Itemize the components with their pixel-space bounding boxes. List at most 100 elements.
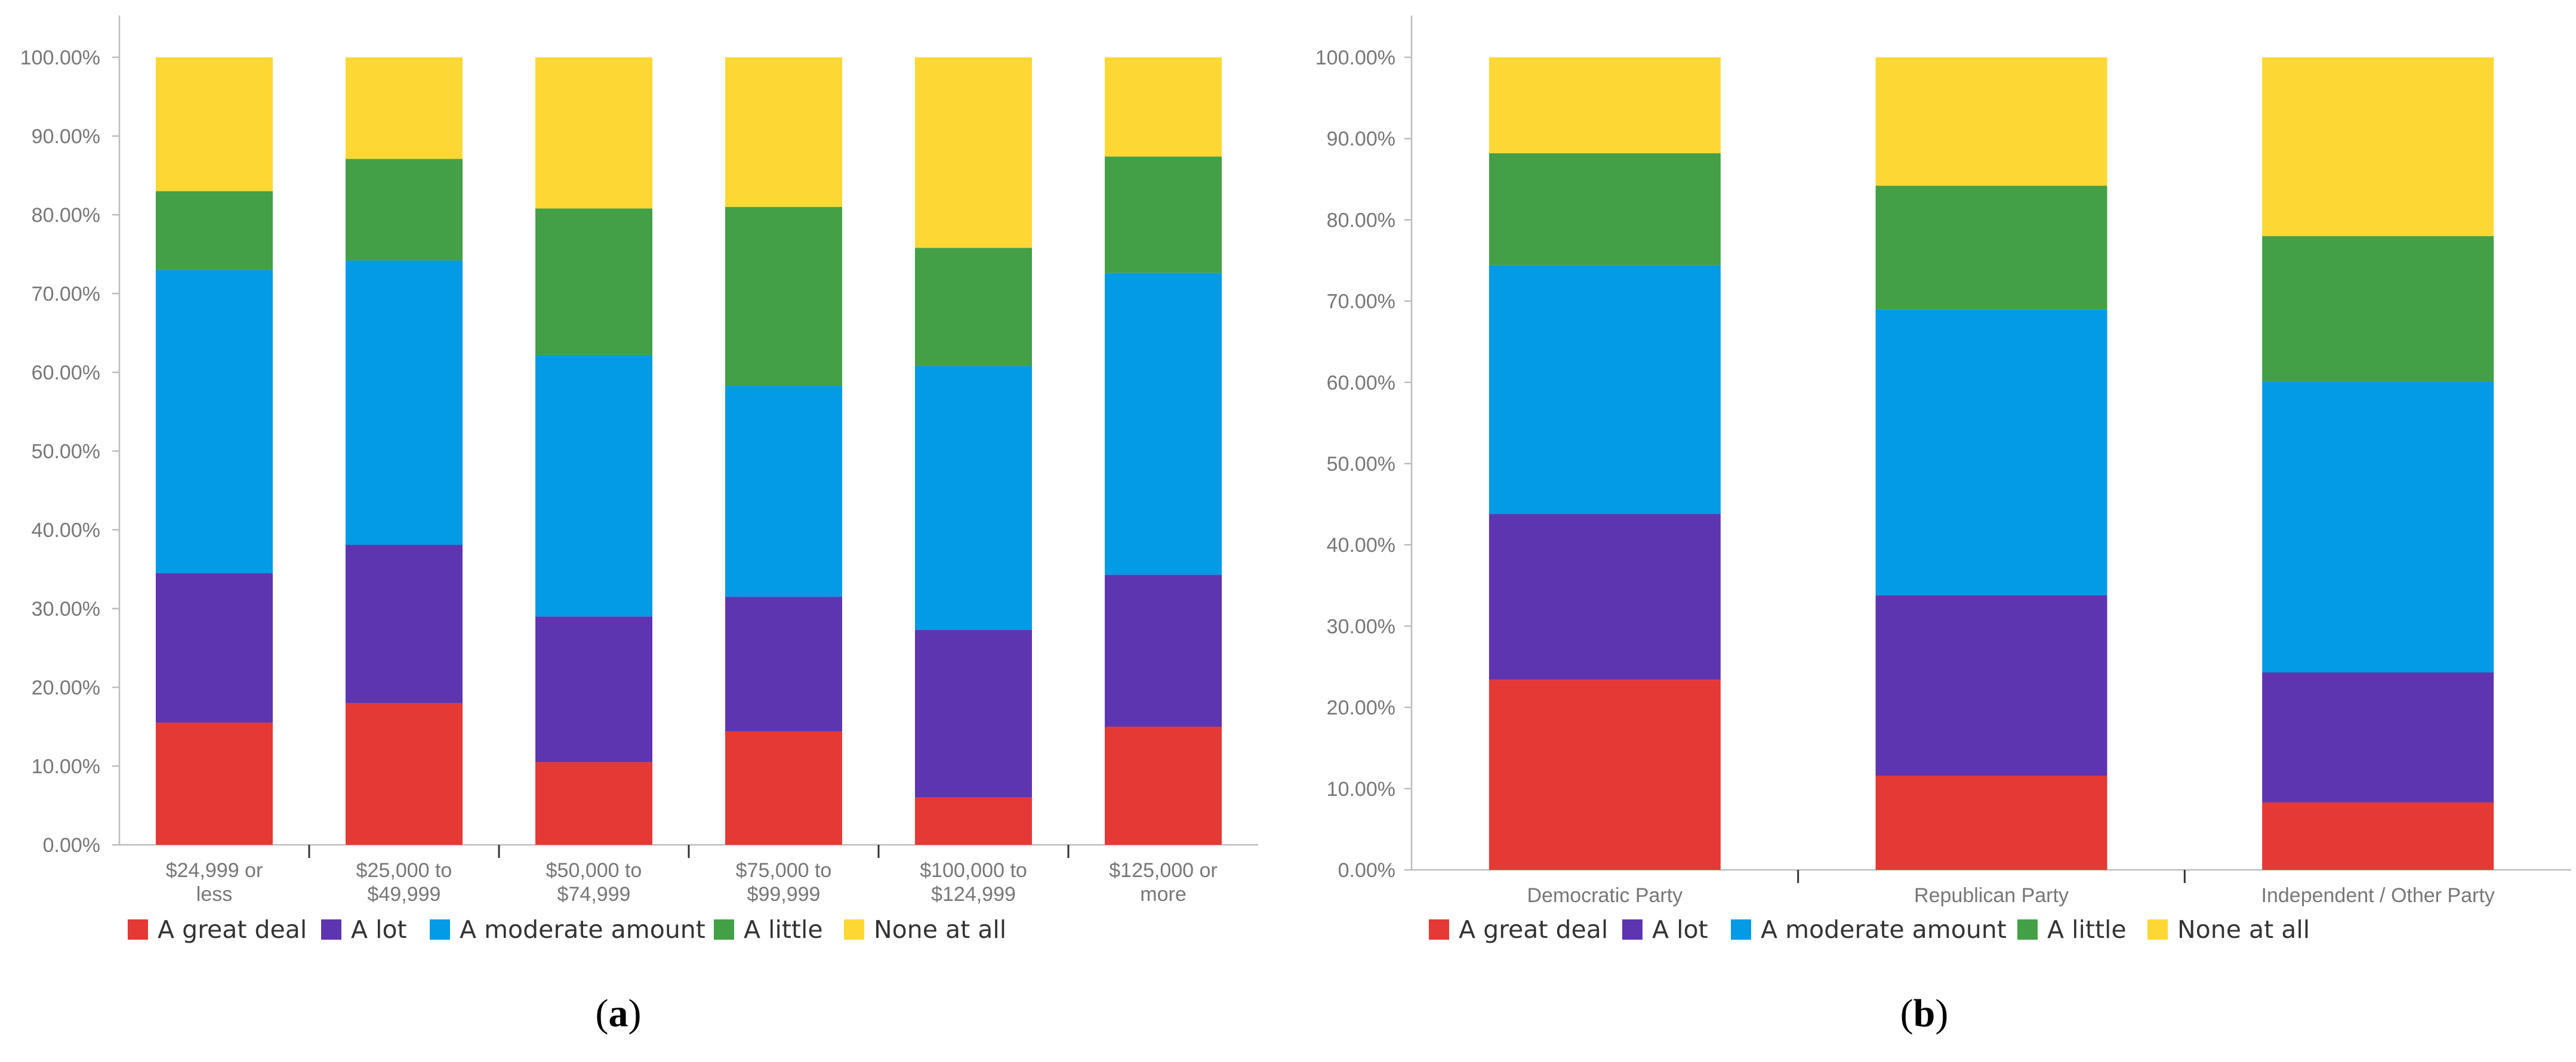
bar-segment-none-at-all: [915, 57, 1032, 248]
legend-swatch-a-great-deal: [1429, 919, 1449, 940]
bar-segment-a-lot: [2262, 672, 2494, 802]
bar-segment-a-great-deal: [725, 731, 842, 845]
bar-segment-a-little: [346, 159, 463, 261]
bar-segment-none-at-all: [2262, 57, 2494, 236]
y-tick-label: 10.00%: [1327, 778, 1395, 801]
bar-segment-a-moderate-amount: [915, 366, 1032, 630]
panel-label: (b): [1900, 992, 1949, 1035]
legend-label-a-great-deal: A great deal: [1459, 915, 1608, 944]
y-tick-label: 50.00%: [1327, 453, 1395, 476]
x-category-label: Democratic Party: [1527, 884, 1683, 907]
y-tick-label: 30.00%: [32, 598, 100, 620]
legend-label-a-lot: A lot: [351, 915, 407, 944]
y-tick-label: 40.00%: [32, 519, 100, 542]
chart-b-party: 0.00% 10.00% 20.00% 30.00% 40.00% 50.00% 60.00…: [1315, 16, 2571, 1035]
bar-segment-none-at-all: [1875, 57, 2107, 186]
x-category-label: Republican Party: [1914, 884, 2069, 907]
chart-a-income: 0.00% 10.00% 20.00% 30.00% 40.00% 50.00% 60.00…: [20, 16, 1258, 1035]
legend-swatch-none-at-all: [2147, 919, 2168, 940]
y-tick-label: 90.00%: [1327, 128, 1395, 150]
legend-swatch-a-little: [714, 919, 734, 940]
bar-segment-a-little: [535, 208, 652, 355]
bar-segment-a-great-deal: [2262, 802, 2494, 870]
y-tick-label: 0.00%: [1338, 859, 1395, 882]
bar-segment-a-lot: [156, 573, 273, 723]
legend-swatch-none-at-all: [844, 919, 864, 940]
bar-segment-a-little: [915, 248, 1032, 366]
y-tick-label: 10.00%: [32, 755, 100, 778]
legend-label-a-great-deal: A great deal: [158, 915, 307, 944]
y-tick-label: 90.00%: [32, 125, 100, 148]
legend-label-a-little: A little: [744, 915, 823, 944]
x-category-label: $100,000 to $124,999: [920, 859, 1027, 906]
bar-segment-a-moderate-amount: [725, 385, 842, 597]
bar-segment-a-moderate-amount: [346, 260, 463, 545]
y-tick-label: 20.00%: [1327, 697, 1395, 720]
x-category-label: $24,999 or less: [166, 859, 263, 906]
legend-label-a-lot: A lot: [1652, 915, 1708, 944]
bar-segment-a-lot: [1489, 514, 1721, 680]
y-tick-label: 100.00%: [1315, 47, 1395, 69]
panel-label: (a): [596, 992, 642, 1035]
x-category-label: Independent / Other Party: [2261, 884, 2495, 907]
bar-segment-a-lot: [346, 545, 463, 703]
bar-segment-none-at-all: [156, 57, 273, 192]
legend-label-a-moderate-amount: A moderate amount: [1761, 915, 2007, 944]
x-category-label: $50,000 to $74,999: [546, 859, 642, 906]
bar-segment-none-at-all: [725, 57, 842, 207]
y-tick-label: 60.00%: [1327, 372, 1395, 394]
bar-segment-none-at-all: [1489, 57, 1721, 153]
legend-swatch-a-great-deal: [128, 919, 148, 940]
bar-segment-a-great-deal: [346, 703, 463, 845]
bar-segment-a-lot: [1105, 575, 1222, 727]
bar-segment-none-at-all: [346, 57, 463, 159]
bar-segment-a-lot: [535, 616, 652, 762]
legend-swatch-a-little: [2017, 919, 2038, 940]
y-tick-label: 100.00%: [20, 47, 100, 69]
legend-swatch-a-lot: [1622, 919, 1643, 940]
legend-label-none-at-all: None at all: [2177, 915, 2310, 944]
bar-segment-a-moderate-amount: [1105, 273, 1222, 575]
bar-segment-a-moderate-amount: [1489, 265, 1721, 514]
y-tick-label: 20.00%: [32, 677, 100, 699]
y-tick-label: 70.00%: [1327, 291, 1395, 313]
bar-segment-a-little: [156, 191, 273, 270]
bar-segment-a-little: [2262, 236, 2494, 382]
legend-label-a-little: A little: [2047, 915, 2127, 944]
bar-segment-a-moderate-amount: [2262, 381, 2494, 673]
y-tick-label: 80.00%: [32, 204, 100, 227]
y-tick-label: 70.00%: [32, 283, 100, 305]
legend-label-none-at-all: None at all: [874, 915, 1006, 944]
bar-segment-a-lot: [1875, 595, 2107, 776]
bar-segment-a-little: [725, 206, 842, 386]
bar-segment-a-great-deal: [156, 723, 273, 845]
legend-swatch-a-moderate-amount: [1731, 919, 1751, 940]
legend-label-a-moderate-amount: A moderate amount: [460, 915, 705, 944]
x-category-label: $125,000 or more: [1109, 859, 1218, 906]
x-category-label: $75,000 to $99,999: [736, 859, 832, 906]
bar-segment-a-lot: [915, 629, 1032, 798]
legend-swatch-a-moderate-amount: [430, 919, 450, 940]
legend-swatch-a-lot: [321, 919, 341, 940]
y-tick-label: 0.00%: [43, 834, 100, 857]
y-tick-label: 80.00%: [1327, 209, 1395, 231]
bar-segment-a-moderate-amount: [1875, 309, 2107, 595]
bar-segment-a-moderate-amount: [156, 270, 273, 573]
bar-segment-a-great-deal: [915, 797, 1032, 845]
bar-segment-a-little: [1489, 153, 1721, 266]
y-tick-label: 60.00%: [32, 362, 100, 384]
bar-segment-a-great-deal: [1105, 727, 1222, 845]
x-category-label: $25,000 to $49,999: [356, 859, 452, 906]
y-tick-label: 30.00%: [1327, 615, 1395, 638]
bar-segment-a-little: [1105, 156, 1222, 273]
bar-segment-none-at-all: [1105, 57, 1222, 157]
y-tick-label: 50.00%: [32, 440, 100, 463]
bar-segment-a-great-deal: [1875, 776, 2107, 870]
bar-segment-a-little: [1875, 186, 2107, 310]
y-tick-label: 40.00%: [1327, 534, 1395, 557]
bar-segment-a-lot: [725, 597, 842, 731]
bar-segment-a-moderate-amount: [535, 354, 652, 617]
bar-segment-none-at-all: [535, 57, 652, 209]
bar-segment-a-great-deal: [535, 762, 652, 845]
